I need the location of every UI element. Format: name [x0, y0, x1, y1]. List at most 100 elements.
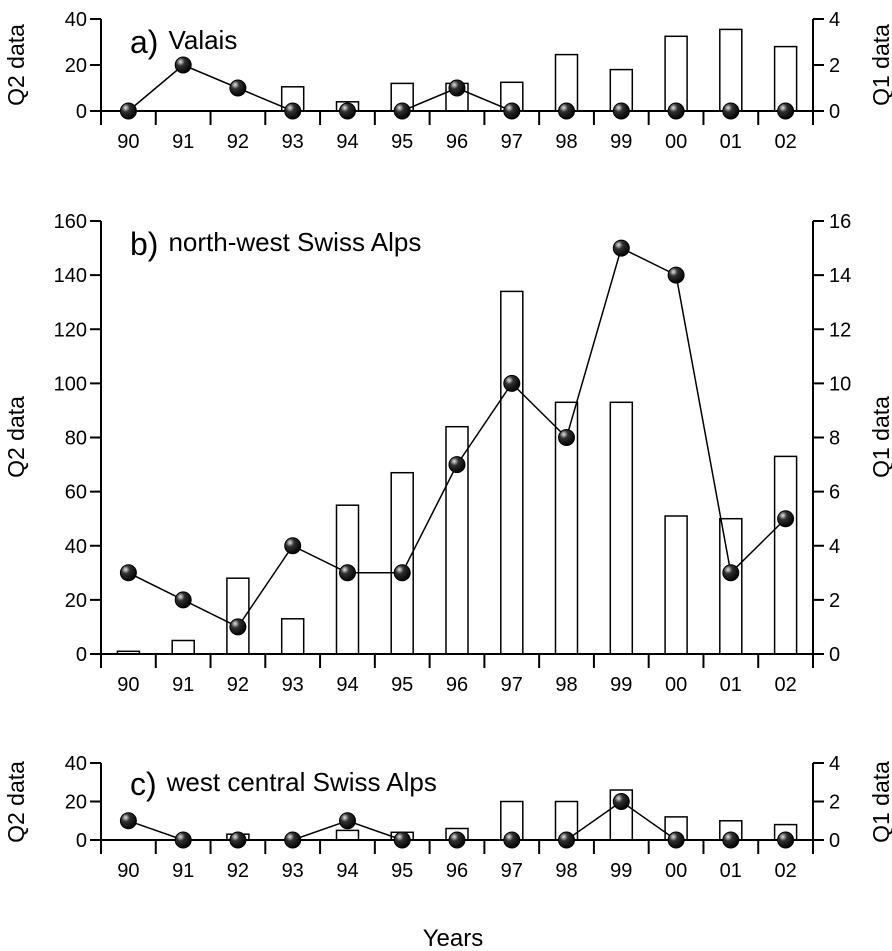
y-tick-label-right: 0 [829, 101, 840, 123]
q1-point [503, 374, 521, 392]
panel-title: c) west central Swiss Alps [130, 766, 437, 802]
q2-bar [773, 45, 798, 112]
q2-bar [390, 471, 414, 655]
y-tick-label-right: 2 [829, 55, 840, 77]
q2-bar [664, 35, 688, 112]
y-tick-label-right: 0 [829, 644, 840, 666]
q1-point [284, 831, 302, 849]
panel-letter: b) [130, 226, 158, 262]
x-tick-label: 02 [774, 131, 796, 153]
x-tick-label: 02 [774, 674, 796, 696]
x-tick-label: 01 [720, 131, 742, 153]
panel-title: a) Valais [130, 24, 237, 60]
x-tick-label: 95 [391, 860, 413, 882]
q1-point [284, 537, 302, 555]
x-tick-label: 92 [227, 860, 249, 882]
x-tick-label: 94 [336, 131, 358, 153]
q1-point [174, 831, 192, 849]
x-tick-label: 90 [117, 674, 139, 696]
y-tick-label-left: 0 [76, 101, 87, 123]
y-tick-label-right: 4 [829, 753, 840, 775]
x-tick-label: 93 [282, 674, 304, 696]
q1-point [777, 102, 795, 120]
x-tick-label: 91 [172, 860, 194, 882]
q2-bar [280, 618, 305, 655]
x-tick-label: 97 [501, 131, 523, 153]
y-tick-label-left: 20 [65, 590, 87, 612]
q1-point [722, 102, 740, 120]
q1-point [722, 564, 740, 582]
y-tick-label-left: 140 [54, 265, 87, 287]
q1-point [503, 102, 521, 120]
x-tick-label: 92 [227, 131, 249, 153]
x-tick-label: 02 [774, 860, 796, 882]
q1-point [722, 831, 740, 849]
x-tick-label: 01 [720, 674, 742, 696]
x-tick-label: 99 [610, 131, 632, 153]
q1-point [393, 564, 411, 582]
x-tick-label: 96 [446, 131, 468, 153]
x-tick-label: 94 [336, 860, 358, 882]
y-tick-label-left: 60 [65, 482, 87, 504]
y-tick-label-left: 20 [65, 792, 87, 814]
q1-point [339, 812, 356, 830]
x-tick-label: 96 [446, 860, 468, 882]
q2-bar [335, 829, 360, 841]
x-tick-label: 99 [610, 674, 632, 696]
y-axis-label-right: Q1 data [868, 761, 892, 843]
y-tick-label-right: 8 [829, 428, 840, 450]
panel-letter: a) [130, 24, 158, 60]
panel-name: north-west Swiss Alps [168, 227, 421, 257]
y-tick-label-left: 0 [76, 644, 87, 666]
q2-bar [500, 290, 524, 655]
q2-bar [609, 401, 634, 655]
q1-point [448, 456, 466, 474]
y-axis-label-left: Q2 data [3, 761, 29, 843]
x-tick-label: 92 [227, 674, 249, 696]
x-tick-label: 00 [665, 131, 687, 153]
y-tick-label-left: 100 [54, 373, 87, 395]
x-axis-title: Years [423, 925, 484, 951]
x-tick-label: 93 [282, 860, 304, 882]
q1-point [174, 56, 192, 74]
y-axis-label-right: Q1 data [868, 396, 892, 478]
y-tick-label-right: 2 [829, 792, 840, 814]
x-tick-label: 98 [555, 131, 577, 153]
y-axis-label-left: Q2 data [3, 396, 29, 478]
y-tick-label-right: 0 [829, 830, 840, 852]
q1-point [777, 510, 795, 528]
q1-point [503, 831, 521, 849]
panel-name: west central Swiss Alps [166, 767, 437, 797]
q1-point [777, 831, 795, 849]
x-tick-label: 95 [391, 131, 413, 153]
q1-point [229, 79, 247, 97]
q1-point [448, 79, 466, 97]
q1-point [612, 239, 630, 257]
y-tick-label-left: 160 [54, 211, 87, 233]
q1-point [119, 812, 137, 830]
q2-bar [719, 28, 743, 112]
x-tick-label: 91 [172, 674, 194, 696]
x-tick-label: 94 [336, 674, 358, 696]
y-tick-label-right: 4 [829, 536, 840, 558]
q1-point [667, 266, 685, 284]
q1-point [393, 102, 411, 120]
q2-bar [664, 515, 688, 655]
q1-point [339, 102, 356, 120]
panel-letter: c) [130, 766, 157, 802]
q1-point [229, 618, 247, 636]
y-tick-label-right: 10 [829, 373, 851, 395]
y-tick-label-right: 6 [829, 482, 840, 504]
x-tick-label: 90 [117, 131, 139, 153]
q2-bar [171, 639, 195, 655]
y-tick-label-right: 12 [829, 319, 851, 341]
x-tick-label: 96 [446, 674, 468, 696]
q1-point [667, 831, 685, 849]
x-tick-label: 97 [501, 860, 523, 882]
y-tick-label-left: 40 [65, 536, 87, 558]
q1-point [393, 831, 411, 849]
y-tick-label-right: 14 [829, 265, 851, 287]
y-tick-label-left: 120 [54, 319, 87, 341]
